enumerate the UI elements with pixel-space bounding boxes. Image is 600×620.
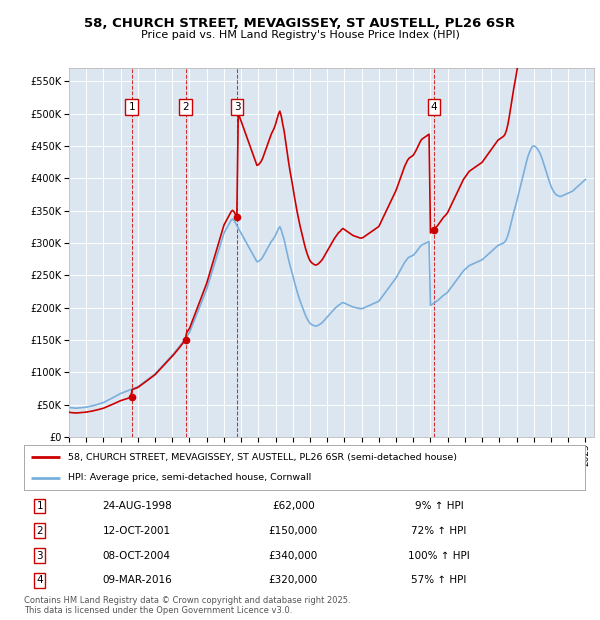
Text: 3: 3 — [234, 102, 241, 112]
Text: 24-AUG-1998: 24-AUG-1998 — [103, 501, 172, 511]
Text: 58, CHURCH STREET, MEVAGISSEY, ST AUSTELL, PL26 6SR (semi-detached house): 58, CHURCH STREET, MEVAGISSEY, ST AUSTEL… — [68, 453, 457, 462]
Text: 9% ↑ HPI: 9% ↑ HPI — [415, 501, 464, 511]
Text: 09-MAR-2016: 09-MAR-2016 — [103, 575, 172, 585]
Text: Contains HM Land Registry data © Crown copyright and database right 2025.
This d: Contains HM Land Registry data © Crown c… — [24, 596, 350, 615]
Text: 2: 2 — [182, 102, 189, 112]
Text: Price paid vs. HM Land Registry's House Price Index (HPI): Price paid vs. HM Land Registry's House … — [140, 30, 460, 40]
Text: 100% ↑ HPI: 100% ↑ HPI — [408, 551, 470, 560]
Text: 4: 4 — [37, 575, 43, 585]
Text: £320,000: £320,000 — [269, 575, 318, 585]
Text: HPI: Average price, semi-detached house, Cornwall: HPI: Average price, semi-detached house,… — [68, 473, 311, 482]
Text: 12-OCT-2001: 12-OCT-2001 — [103, 526, 170, 536]
Text: 1: 1 — [37, 501, 43, 511]
Text: 2: 2 — [37, 526, 43, 536]
Text: 3: 3 — [37, 551, 43, 560]
Text: 58, CHURCH STREET, MEVAGISSEY, ST AUSTELL, PL26 6SR: 58, CHURCH STREET, MEVAGISSEY, ST AUSTEL… — [85, 17, 515, 30]
Text: £62,000: £62,000 — [272, 501, 314, 511]
Text: 72% ↑ HPI: 72% ↑ HPI — [412, 526, 467, 536]
Text: £340,000: £340,000 — [269, 551, 318, 560]
Text: 4: 4 — [430, 102, 437, 112]
Text: 57% ↑ HPI: 57% ↑ HPI — [412, 575, 467, 585]
Text: £150,000: £150,000 — [269, 526, 318, 536]
Text: 08-OCT-2004: 08-OCT-2004 — [103, 551, 170, 560]
Text: 1: 1 — [128, 102, 135, 112]
